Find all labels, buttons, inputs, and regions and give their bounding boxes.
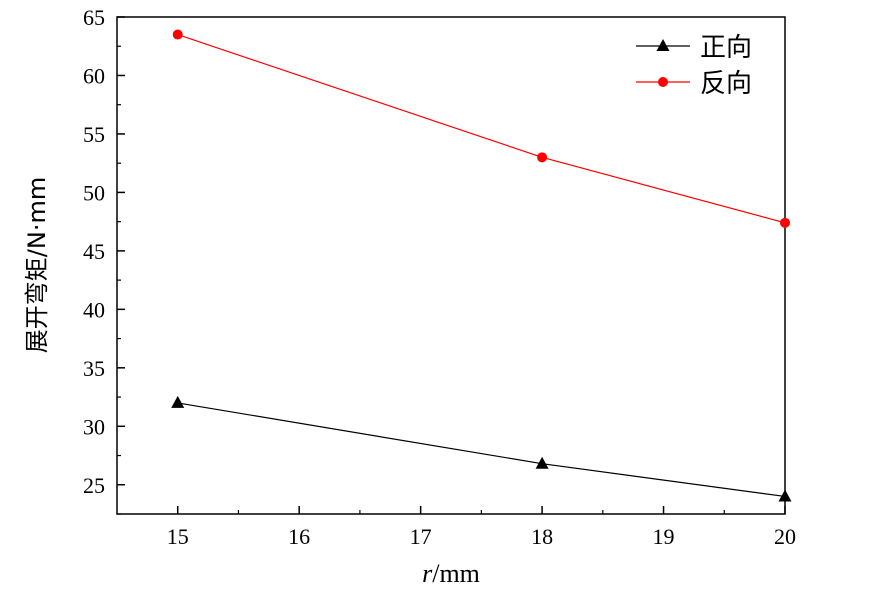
y-tick-label: 55 (83, 122, 105, 147)
x-axis-unit: /mm (432, 559, 480, 588)
x-axis-ticks: 15 16 17 18 19 20 (167, 506, 796, 549)
x-tick-label: 18 (531, 524, 553, 549)
x-tick-label: 19 (653, 524, 675, 549)
legend-label: 正向 (700, 33, 752, 63)
series-line (177, 402, 786, 498)
y-tick-label: 60 (83, 63, 105, 88)
series-layer (171, 29, 792, 502)
data-point (537, 152, 548, 163)
y-axis-ticks: 25 30 35 40 45 50 55 60 65 (83, 5, 125, 515)
x-tick-label: 15 (167, 524, 189, 549)
data-point (171, 395, 185, 408)
legend-marker (656, 39, 670, 51)
y-tick-label: 65 (83, 5, 105, 30)
x-tick-label: 16 (288, 524, 310, 549)
y-tick-label: 40 (83, 297, 105, 322)
x-tick-label: 20 (774, 524, 796, 549)
data-point (780, 217, 790, 228)
data-point (535, 456, 549, 469)
series-1 (171, 395, 792, 502)
data-point (172, 29, 183, 40)
data-point (778, 489, 792, 502)
legend-label: 反向 (700, 69, 752, 99)
y-tick-label: 25 (83, 473, 105, 498)
y-tick-label: 45 (83, 239, 105, 264)
y-tick-label: 35 (83, 356, 105, 381)
y-tick-label: 30 (83, 414, 105, 439)
x-tick-label: 17 (410, 524, 432, 549)
y-axis-title: 展开弯矩/N·mm (23, 177, 51, 353)
x-axis-title: r/mm (422, 559, 480, 588)
plot-frame (116, 16, 786, 515)
y-tick-label: 50 (83, 180, 105, 205)
x-axis-variable: r (422, 559, 433, 588)
legend-marker (658, 77, 668, 87)
series-line (177, 33, 786, 224)
series-2 (172, 29, 790, 228)
